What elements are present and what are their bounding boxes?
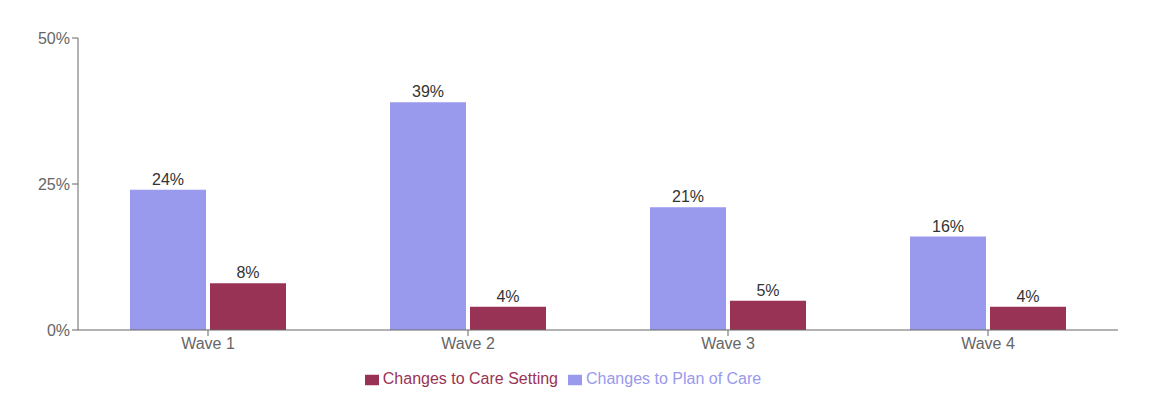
svg-text:Wave 1: Wave 1 <box>181 335 235 352</box>
svg-text:25%: 25% <box>38 176 70 193</box>
svg-text:Wave 2: Wave 2 <box>441 335 495 352</box>
svg-text:50%: 50% <box>38 30 70 47</box>
svg-text:Wave 4: Wave 4 <box>961 335 1015 352</box>
svg-text:8%: 8% <box>236 264 259 281</box>
svg-text:Wave 3: Wave 3 <box>701 335 755 352</box>
html-text:Changes to Care Setting: Changes to Care Setting <box>382 370 558 387</box>
svg-text:39%: 39% <box>412 83 444 100</box>
svg-text:0%: 0% <box>47 322 70 339</box>
svg-text:16%: 16% <box>932 218 964 235</box>
svg-text:4%: 4% <box>496 288 519 305</box>
html-text:Changes to Plan of Care: Changes to Plan of Care <box>586 370 762 387</box>
svg-text:21%: 21% <box>672 188 704 205</box>
svg-text:5%: 5% <box>756 282 779 299</box>
svg-text:24%: 24% <box>152 171 184 188</box>
svg-text:4%: 4% <box>1016 288 1039 305</box>
